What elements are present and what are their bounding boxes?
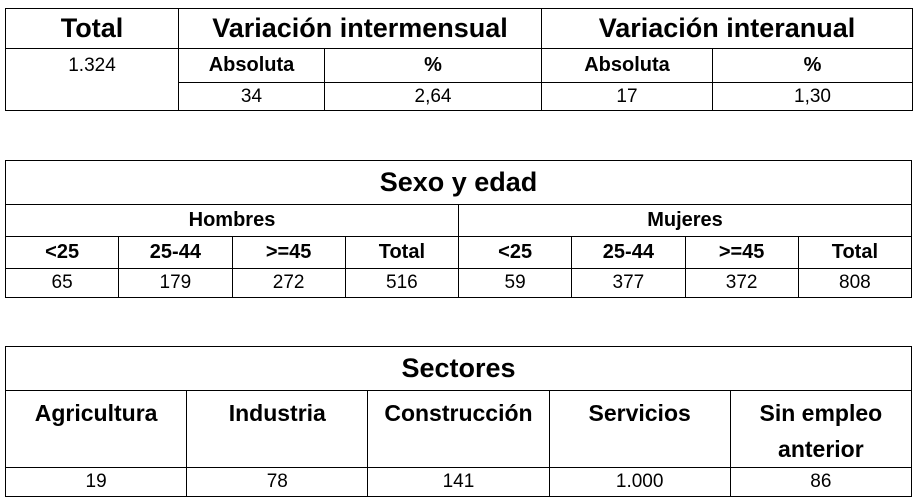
value-cell: 141 — [367, 467, 550, 497]
value-cell: 1.000 — [548, 467, 731, 497]
sectors-table: Sectores Agricultura Industria Construcció… — [4, 346, 913, 497]
group-cell: Hombres — [5, 204, 459, 237]
value-cell: 65 — [4, 268, 120, 298]
subheader-cell: % — [712, 48, 913, 83]
value-cell: 78 — [186, 467, 369, 497]
value-cell: 516 — [344, 268, 460, 298]
subheader-cell: <25 — [457, 236, 573, 269]
title-cell: Sexo y edad — [5, 160, 912, 205]
subheader-cell: Absoluta — [541, 48, 713, 83]
header-cell: Variación intermensual — [178, 8, 542, 49]
subheader-cell: >=45 — [231, 236, 346, 269]
subheader-cell: >=45 — [684, 236, 799, 269]
value-cell: 377 — [571, 268, 686, 298]
value-cell: 372 — [684, 268, 799, 298]
value-cell: 272 — [231, 268, 346, 298]
subheader-cell: 25-44 — [118, 236, 233, 269]
group-cell: Mujeres — [458, 204, 912, 237]
header-cell: Sin empleo anterior — [729, 390, 913, 468]
subheader-cell: Total — [797, 236, 913, 269]
value-cell: 1,30 — [712, 82, 913, 111]
header-cell: Total — [5, 8, 179, 49]
sex-age-table: Sexo y edad Hombres Mujeres <25 25-44 >=45… — [4, 160, 913, 298]
header-cell: Industria — [186, 390, 369, 468]
value-cell: 179 — [118, 268, 233, 298]
value-cell: 17 — [541, 82, 713, 111]
value-cell: 2,64 — [324, 82, 542, 111]
value-cell: 34 — [178, 82, 325, 111]
value-cell: 86 — [729, 467, 913, 497]
header-cell: Variación interanual — [541, 8, 913, 49]
subheader-cell: Absoluta — [178, 48, 325, 83]
title-cell: Sectores — [5, 346, 912, 391]
header-cell: Construcción — [367, 390, 550, 468]
value-cell: 808 — [797, 268, 913, 298]
value-cell: 19 — [4, 467, 188, 497]
header-cell: Agricultura — [4, 390, 188, 468]
subheader-cell: 25-44 — [571, 236, 686, 269]
subheader-cell: Total — [344, 236, 460, 269]
total-cell: 1.324 — [5, 48, 179, 111]
subheader-cell: % — [324, 48, 542, 83]
value-cell: 59 — [457, 268, 573, 298]
summary-table: Total Variación intermensual Variación i… — [5, 8, 913, 111]
header-cell: Servicios — [548, 390, 731, 468]
subheader-cell: <25 — [4, 236, 120, 269]
